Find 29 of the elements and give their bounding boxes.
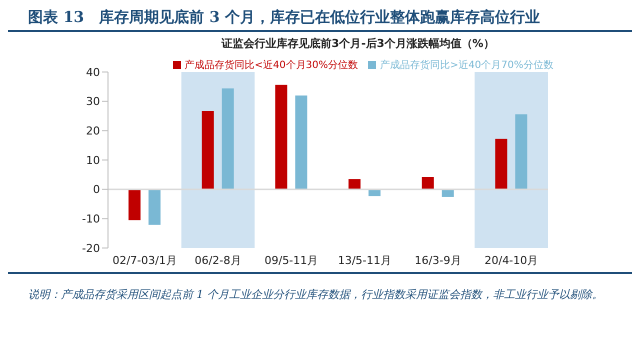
y-tick-label: 40 xyxy=(86,66,100,79)
legend-label: 产成品存货同比<近40个月30%分位数 xyxy=(184,60,358,71)
chart-subtitle: 证监会行业库存见底前3个月-后3个月涨跌幅均值（%） xyxy=(220,36,496,51)
bar xyxy=(275,84,288,190)
bar xyxy=(295,95,308,190)
y-tick-label: 0 xyxy=(93,183,100,196)
y-tick-label: 20 xyxy=(86,124,100,138)
y-tick-label: -20 xyxy=(82,242,100,255)
y-tick-label: -10 xyxy=(82,212,100,226)
x-tick-label: 16/3-9月 xyxy=(414,254,462,267)
bar xyxy=(495,138,508,190)
x-tick-label: 09/5-11月 xyxy=(264,254,318,267)
x-tick-label: 06/2-8月 xyxy=(194,254,242,267)
y-tick-label: 10 xyxy=(86,154,100,167)
legend-label: 产成品存货同比>近40个月70%分位数 xyxy=(380,60,554,71)
bar xyxy=(222,88,234,190)
bar xyxy=(202,111,214,190)
text: 说明：产成品存货采用区间起点前 1 个月工业企业分行业库存数据，行业指数采用证监会指数，非工业行业予以剔除。 xyxy=(8,272,632,304)
bar xyxy=(422,177,434,190)
bar xyxy=(148,189,161,225)
x-tick-label: 20/4-10月 xyxy=(484,254,538,267)
x-tick-label: 13/5-11月 xyxy=(338,254,392,267)
chart-title: 图表 13 库存周期见底前 3 个月，库存已在低位行业整体跑赢库存高位行业 xyxy=(8,8,632,32)
bar xyxy=(348,179,361,190)
bar xyxy=(515,114,528,190)
y-tick-label: 30 xyxy=(86,95,100,108)
bar xyxy=(442,189,454,197)
x-tick-label: 02/7-03/1月 xyxy=(112,254,177,267)
bar xyxy=(128,189,141,220)
